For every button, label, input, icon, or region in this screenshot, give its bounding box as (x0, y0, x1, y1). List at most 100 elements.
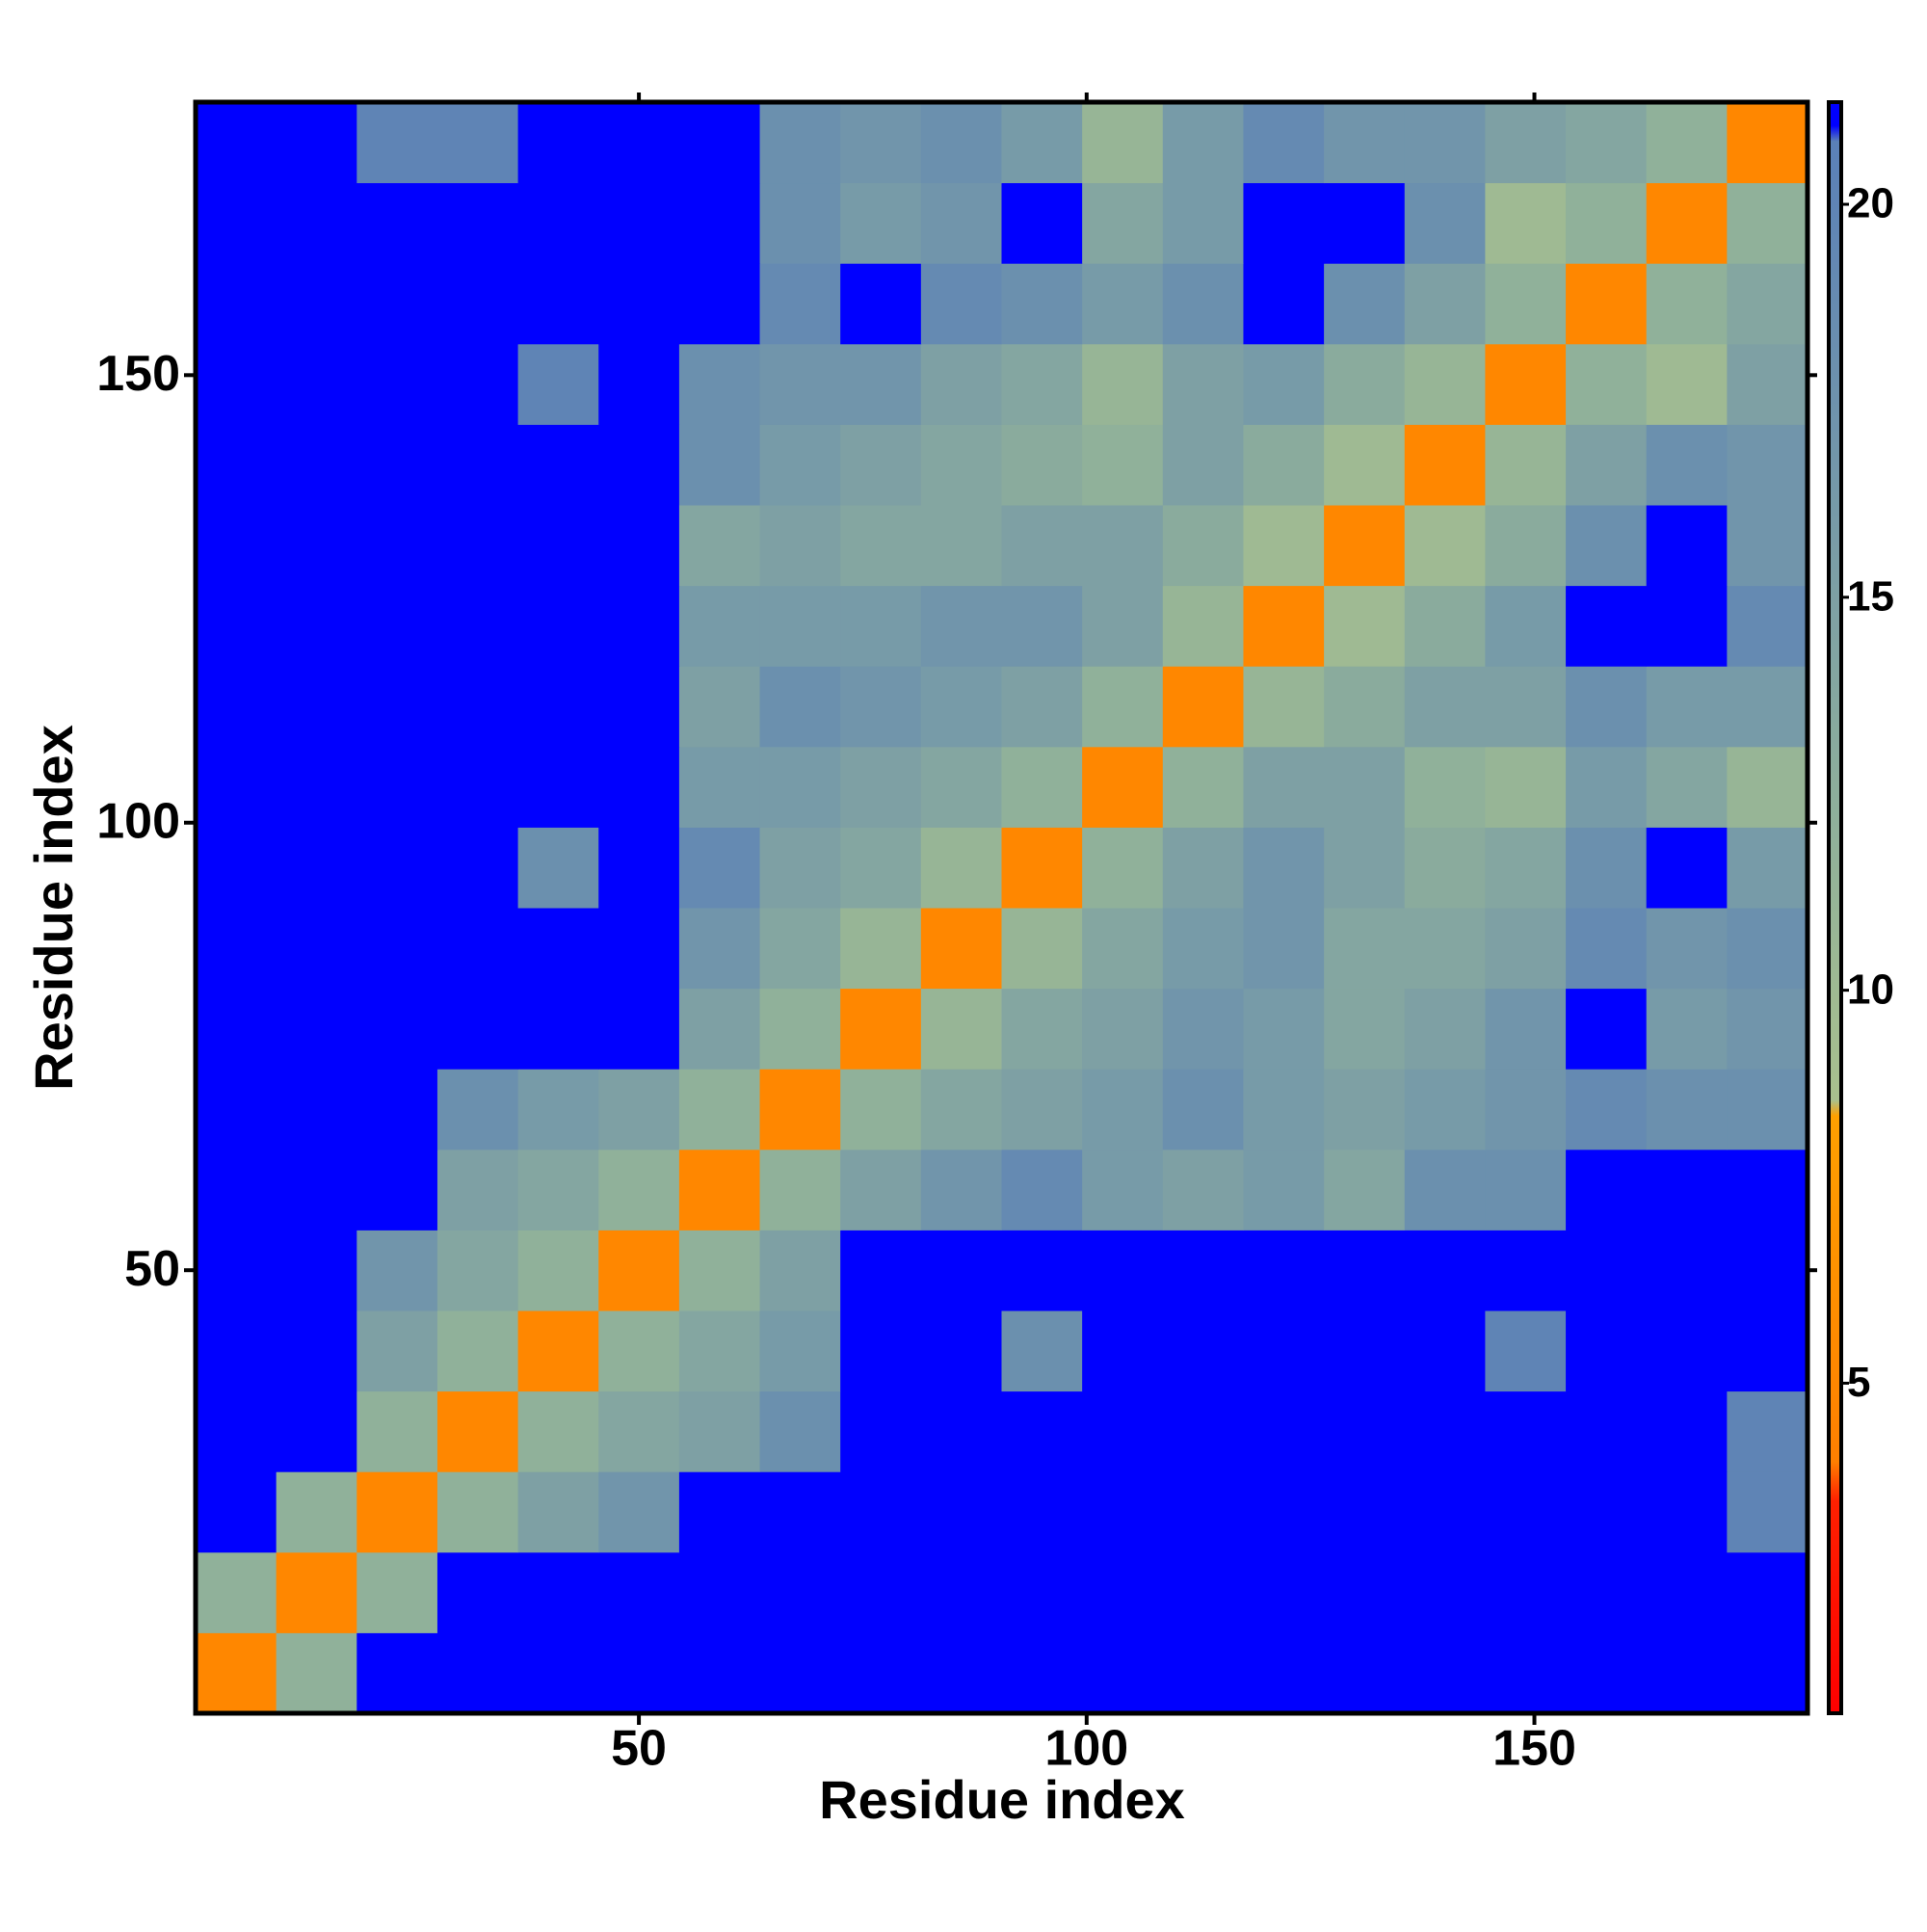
plot-frame (193, 99, 1810, 1716)
heatmap-cell (196, 1069, 277, 1151)
heatmap-cell (920, 1230, 1002, 1311)
heatmap-cell (759, 505, 841, 587)
heatmap-cell (759, 827, 841, 909)
heatmap-cell (1727, 1551, 1808, 1633)
heatmap-cell (1324, 1471, 1406, 1553)
heatmap-cell (678, 1310, 761, 1392)
heatmap-cell (678, 1471, 761, 1553)
heatmap-cell (1324, 666, 1406, 748)
heatmap-cell (1243, 263, 1325, 345)
heatmap-cell (1404, 666, 1486, 748)
heatmap-cell (598, 182, 680, 264)
heatmap-cell (196, 908, 277, 990)
heatmap-cell (1404, 424, 1486, 506)
heatmap-cell (1566, 1230, 1648, 1311)
heatmap-cell (517, 1069, 599, 1151)
heatmap-cell (1001, 827, 1083, 909)
heatmap-cell (920, 424, 1002, 506)
heatmap-cell (920, 908, 1002, 990)
heatmap-cell (1485, 1310, 1567, 1392)
heatmap-cell (1243, 585, 1325, 667)
heatmap-cell (759, 263, 841, 345)
heatmap-cell (1566, 263, 1648, 345)
heatmap-cell (1566, 1390, 1648, 1472)
heatmap-cell (840, 585, 922, 667)
heatmap-cell (1485, 746, 1567, 828)
heatmap-cell (678, 263, 761, 345)
x-tick-label: 50 (611, 1721, 667, 1777)
heatmap-cell (1566, 182, 1648, 264)
heatmap-cell (356, 908, 438, 990)
heatmap-cell (517, 263, 599, 345)
heatmap-cell (436, 666, 519, 748)
heatmap-cell (1646, 1310, 1728, 1392)
heatmap-cell (1001, 1551, 1083, 1633)
heatmap-cell (1243, 1632, 1325, 1714)
heatmap-cell (1082, 1551, 1164, 1633)
heatmap-cell (598, 343, 680, 425)
heatmap-cell (1001, 505, 1083, 587)
heatmap-cell (196, 1149, 277, 1231)
heatmap-cell (436, 182, 519, 264)
heatmap-cell (356, 263, 438, 345)
heatmap-cell (1566, 666, 1648, 748)
heatmap-cell (1485, 182, 1567, 264)
heatmap-cell (1162, 343, 1244, 425)
heatmap-cell (1727, 505, 1808, 587)
heatmap-cell (1243, 988, 1325, 1070)
heatmap-cell (517, 1551, 599, 1633)
heatmap-cell (598, 424, 680, 506)
heatmap-cell (759, 1069, 841, 1151)
heatmap-cell (678, 1069, 761, 1151)
heatmap-cell (1001, 1632, 1083, 1714)
heatmap-cell (840, 827, 922, 909)
heatmap-cell (840, 1310, 922, 1392)
heatmap-cell (1243, 908, 1325, 990)
heatmap-cell (920, 182, 1002, 264)
heatmap-cell (1324, 1310, 1406, 1392)
heatmap-cell (1404, 988, 1486, 1070)
heatmap-cell (196, 585, 277, 667)
heatmap-cell (1404, 1471, 1486, 1553)
heatmap-cell (759, 585, 841, 667)
heatmap-cell (1646, 1390, 1728, 1472)
heatmap-cell (1485, 827, 1567, 909)
heatmap-cell (1646, 988, 1728, 1070)
heatmap-cell (356, 343, 438, 425)
heatmap-cell (1001, 102, 1083, 184)
heatmap-cell (276, 746, 357, 828)
heatmap-cell (1001, 1230, 1083, 1311)
heatmap-cell (1082, 666, 1164, 748)
heatmap-cell (356, 988, 438, 1070)
heatmap-cell (196, 1471, 277, 1553)
heatmap-cell (436, 1230, 519, 1311)
heatmap-cell (1001, 746, 1083, 828)
heatmap-cell (1646, 102, 1728, 184)
heatmap-cell (1001, 585, 1083, 667)
heatmap-cell (1243, 1471, 1325, 1553)
y-tick-label: 100 (96, 793, 180, 849)
heatmap-cell (1485, 505, 1567, 587)
heatmap-cell (1324, 424, 1406, 506)
heatmap-cell (1646, 666, 1728, 748)
heatmap-cell (1001, 1471, 1083, 1553)
heatmap-cell (1324, 1149, 1406, 1231)
heatmap-cell (1646, 1551, 1728, 1633)
heatmap-cell (1243, 343, 1325, 425)
heatmap-cell (356, 102, 438, 184)
heatmap-cell (436, 746, 519, 828)
heatmap-cell (920, 988, 1002, 1070)
heatmap-cell (436, 424, 519, 506)
heatmap-cell (920, 1471, 1002, 1553)
heatmap-cell (598, 505, 680, 587)
heatmap-cell (1162, 746, 1244, 828)
colorbar-tick-label: 20 (1847, 180, 1894, 227)
heatmap-cell (276, 1632, 357, 1714)
heatmap-cell (1082, 182, 1164, 264)
heatmap-cell (920, 1310, 1002, 1392)
heatmap-cell (1485, 102, 1567, 184)
heatmap-cell (436, 988, 519, 1070)
heatmap-cell (276, 102, 357, 184)
heatmap-cell (1243, 1230, 1325, 1311)
heatmap-cell (840, 1471, 922, 1553)
